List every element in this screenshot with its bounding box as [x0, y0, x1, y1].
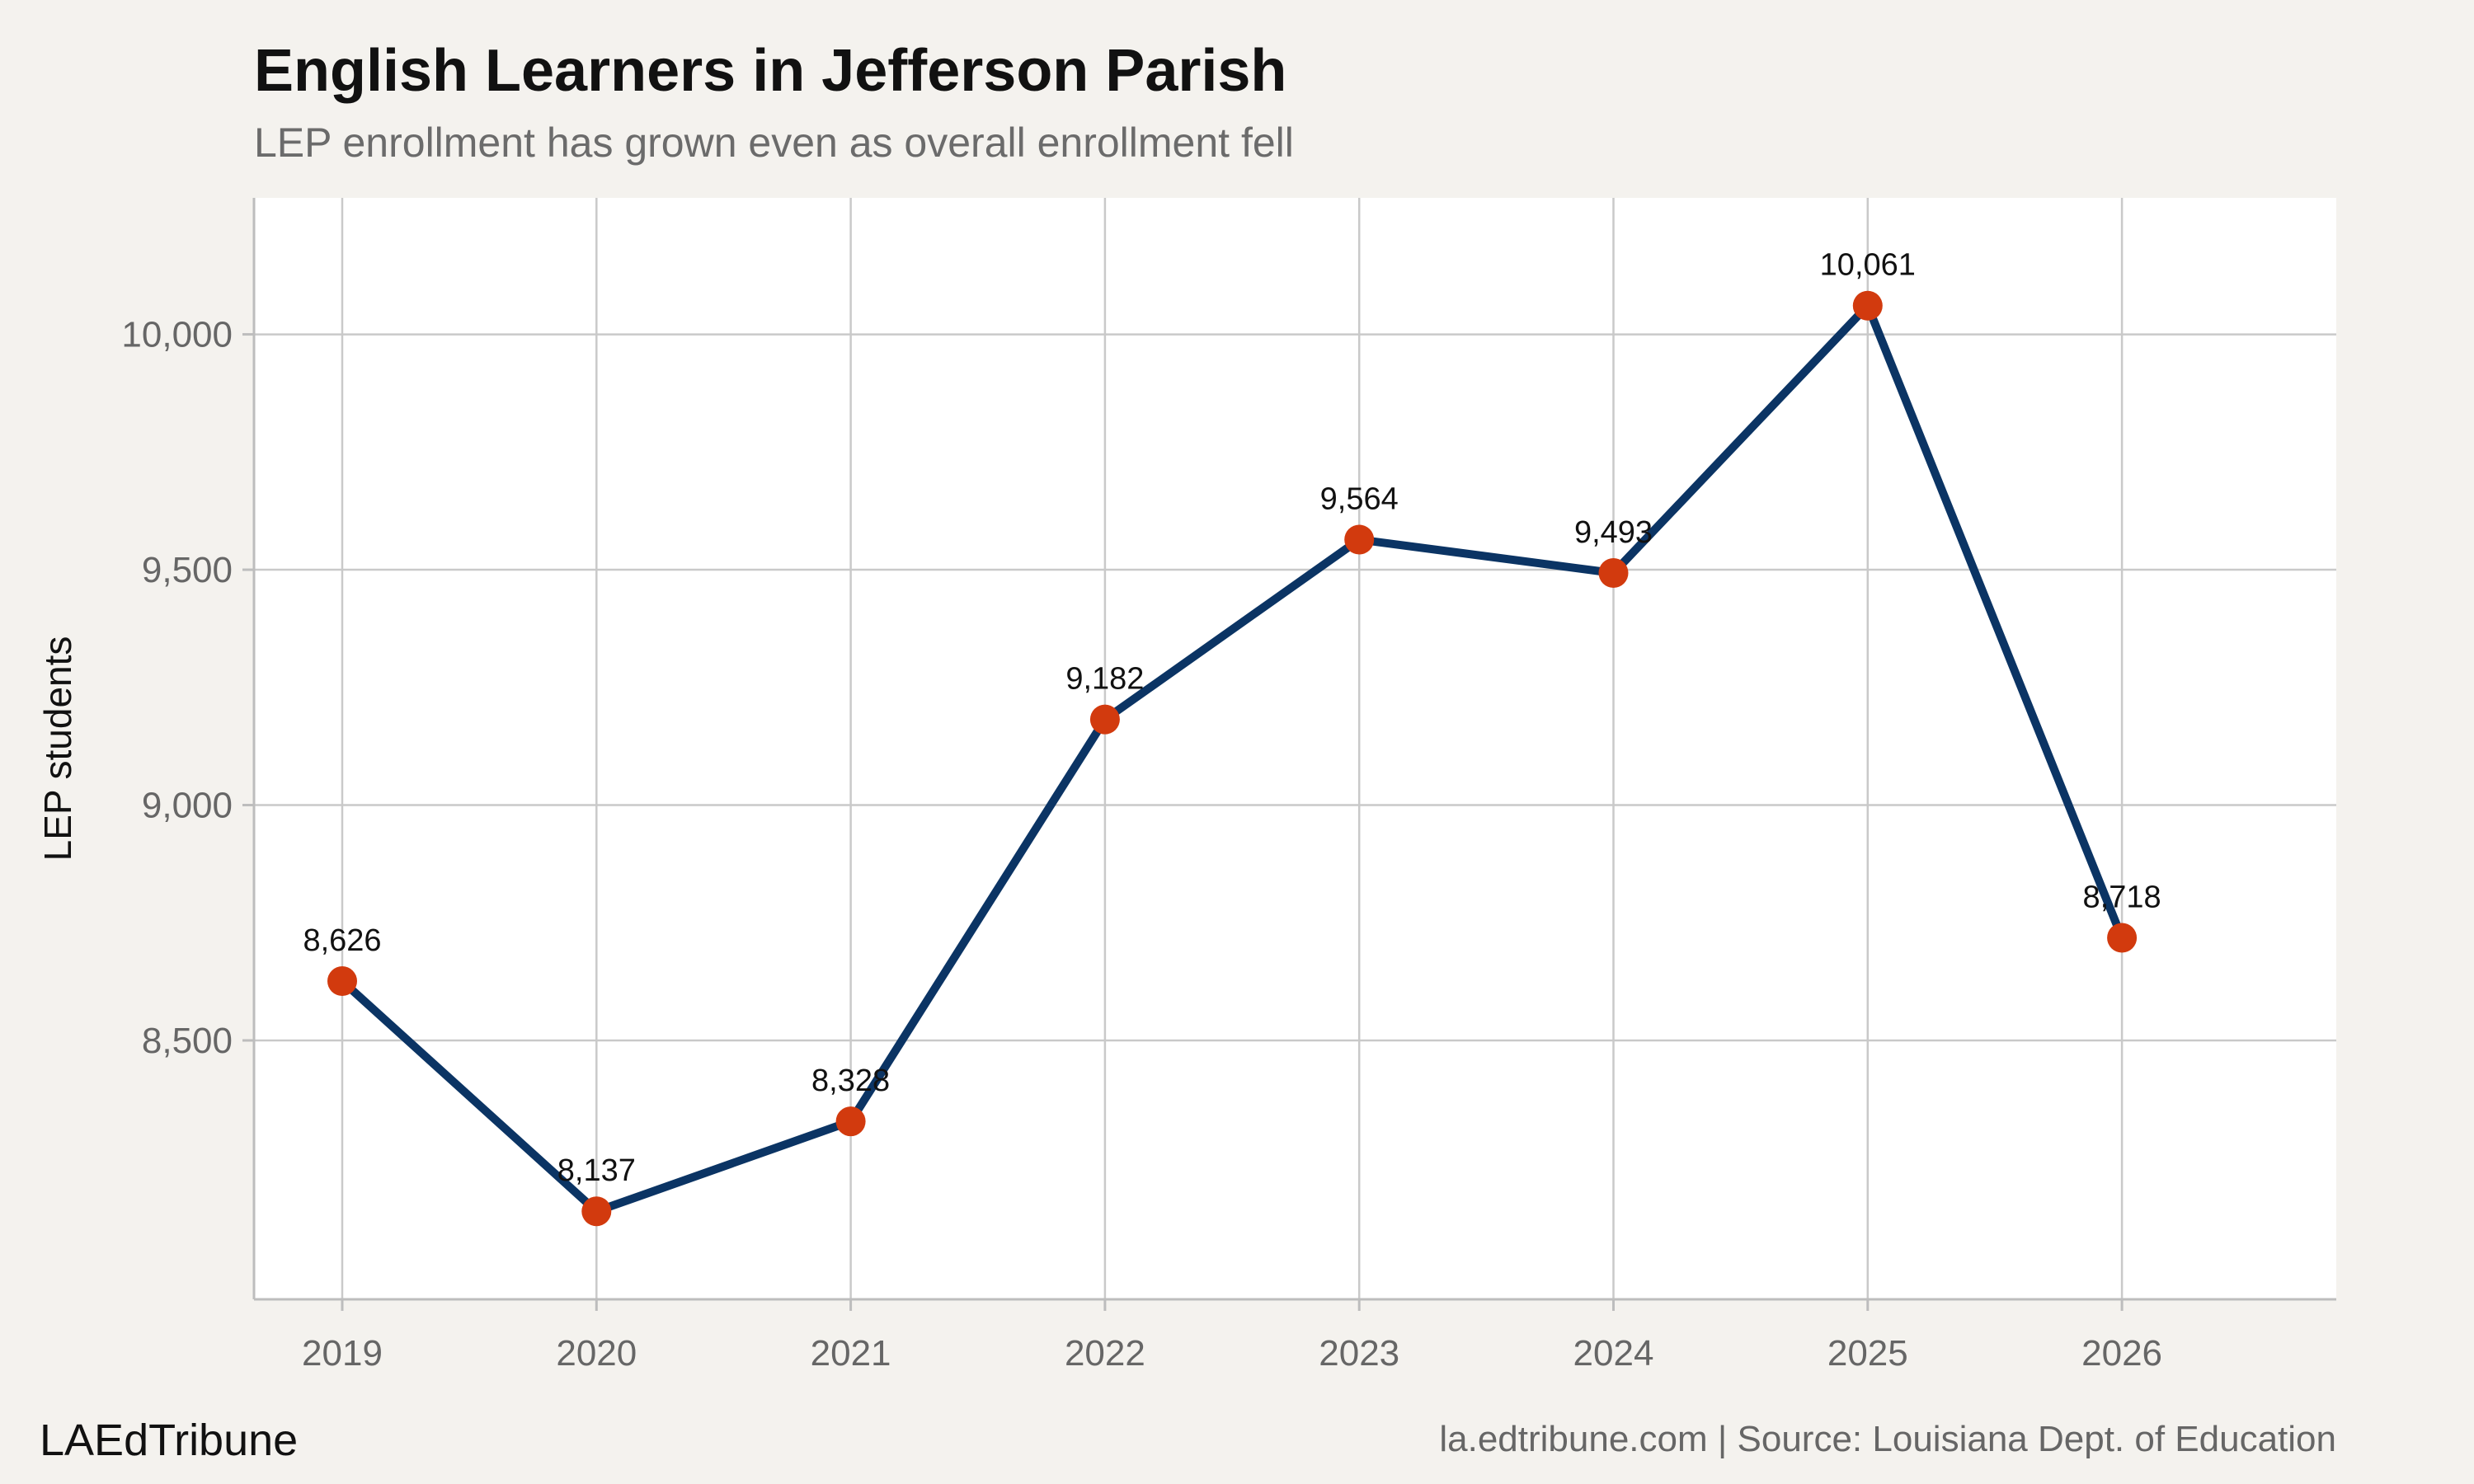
data-point [1852, 290, 1883, 321]
y-tick-label: 8,500 [142, 1021, 233, 1061]
y-tick-label: 9,000 [142, 786, 233, 826]
axes [252, 198, 2336, 1301]
data-label: 9,564 [1320, 482, 1399, 517]
x-tick-label: 2025 [1827, 1333, 1908, 1374]
chart-title: English Learners in Jefferson Parish [254, 38, 1286, 104]
y-tick-label: 10,000 [121, 315, 233, 355]
data-point [1089, 704, 1120, 735]
data-label: 8,137 [557, 1153, 636, 1188]
data-point [835, 1106, 866, 1137]
brand-logo: LAEdTribune [40, 1416, 298, 1465]
plot-area [254, 198, 2336, 1299]
x-gridlines [341, 198, 2124, 1299]
data-point [1598, 558, 1629, 589]
data-point [327, 966, 357, 997]
y-axis-label: LEP students [36, 636, 79, 862]
x-tick-label: 2021 [811, 1333, 891, 1374]
data-label: 8,718 [2083, 881, 2161, 915]
x-tick-label: 2020 [556, 1333, 637, 1374]
x-tick-label: 2022 [1065, 1333, 1145, 1374]
data-label: 9,493 [1574, 515, 1653, 550]
data-label: 8,626 [303, 923, 381, 958]
x-tick-label: 2023 [1319, 1333, 1399, 1374]
y-tick-labels: 8,500 9,000 9,500 10,000 [121, 315, 254, 1061]
data-point [2107, 923, 2138, 953]
chart-subtitle: LEP enrollment has grown even as overall… [254, 120, 1294, 166]
y-gridlines [254, 333, 2336, 1042]
data-markers [327, 290, 2138, 1227]
x-tick-label: 2024 [1573, 1333, 1654, 1374]
data-point [1344, 524, 1375, 555]
data-label: 10,061 [1820, 248, 1916, 283]
x-tick-label: 2026 [2081, 1333, 2162, 1374]
x-tick-label: 2019 [302, 1333, 383, 1374]
series-line [338, 301, 2127, 1216]
x-tick-labels: 2019 2020 2021 2022 2023 2024 2025 2026 [302, 1299, 2162, 1374]
y-tick-label: 9,500 [142, 550, 233, 590]
data-point [581, 1196, 612, 1227]
source-caption: la.edtribune.com | Source: Louisiana Dep… [1439, 1419, 2336, 1459]
data-label: 9,182 [1065, 662, 1144, 697]
data-label: 8,328 [811, 1064, 890, 1098]
data-labels: 8,626 8,137 8,328 9,182 9,564 9,493 10,061 8,71… [303, 248, 2161, 1188]
